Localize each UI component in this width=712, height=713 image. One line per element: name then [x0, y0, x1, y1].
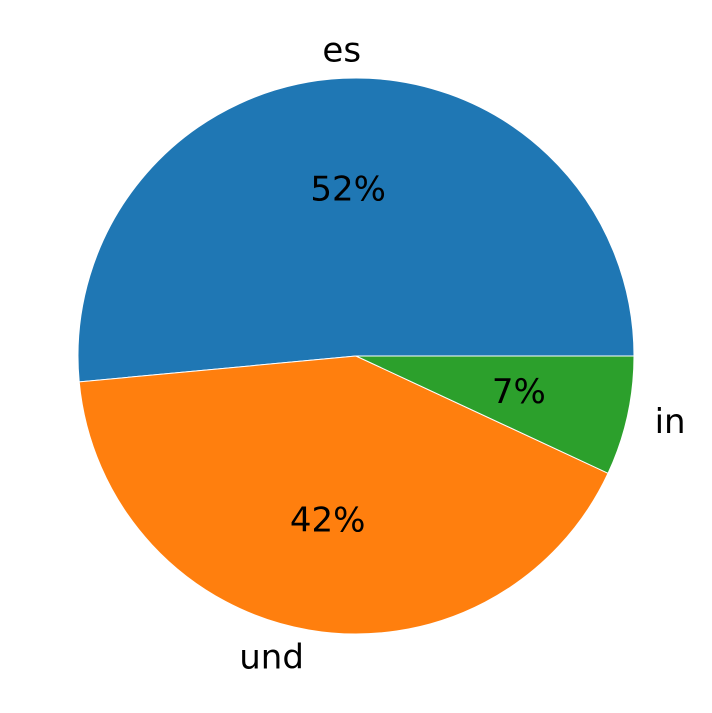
pct-label-und: 42% [290, 500, 366, 540]
slice-label-und: und [239, 637, 304, 677]
pct-label-in: 7% [492, 372, 546, 412]
slice-label-in: in [655, 402, 686, 442]
pie-slice-es [77, 77, 635, 383]
slice-label-es: es [322, 31, 361, 71]
pie-slice-in [355, 355, 635, 474]
pct-label-es: 52% [310, 169, 386, 209]
pie-slice-und [78, 355, 609, 635]
